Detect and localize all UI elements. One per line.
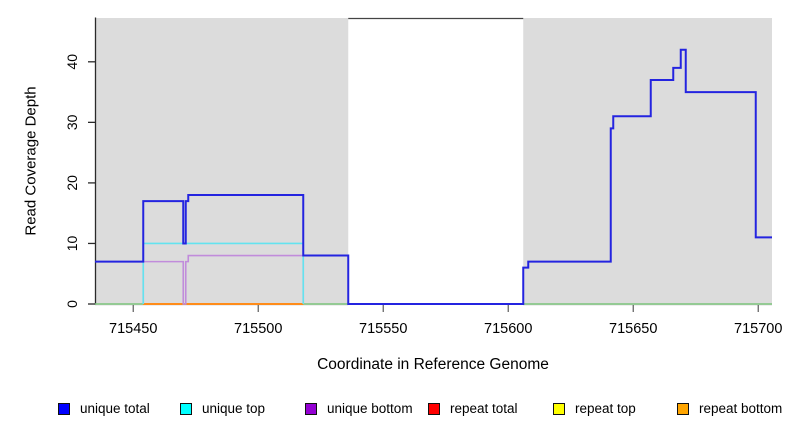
legend-label: repeat total [450, 401, 518, 416]
legend-item-repeat-total: repeat total [428, 401, 518, 416]
legend-label: repeat top [575, 401, 636, 416]
legend-item-repeat-bottom: repeat bottom [677, 401, 782, 416]
legend-swatch-icon [58, 402, 70, 415]
y-tick-label: 10 [64, 235, 80, 251]
legend-item-unique-top: unique top [180, 401, 265, 416]
masked-region [523, 18, 772, 306]
series-line-unique-bottom [142, 254, 305, 305]
y-tick-label: 40 [64, 54, 80, 70]
legend-item-unique-total: unique total [58, 401, 150, 416]
legend-label: repeat bottom [699, 401, 783, 416]
y-tick-label: 20 [64, 175, 80, 191]
series-line-unique-total [95, 48, 772, 305]
legend-swatch-icon [180, 402, 192, 415]
y-tick-label: 30 [64, 114, 80, 130]
legend: unique total unique top unique bottom repea… [0, 401, 792, 425]
legend-swatch-icon [305, 402, 317, 415]
series-line-unique-top [142, 242, 305, 304]
legend-label: unique top [202, 401, 266, 416]
x-tick-label: 715650 [609, 321, 657, 337]
y-axis-title: Read Coverage Depth [22, 86, 40, 236]
x-tick-label: 715450 [109, 321, 157, 337]
x-tick-label: 715700 [734, 321, 782, 337]
legend-swatch-icon [428, 402, 440, 415]
masked-region [95, 18, 349, 306]
legend-label: unique total [80, 401, 150, 416]
x-tick-label: 715600 [484, 321, 532, 337]
x-tick-label: 715550 [359, 321, 407, 337]
x-tick-label: 715500 [234, 321, 282, 337]
legend-item-unique-bottom: unique bottom [305, 401, 413, 416]
legend-swatch-icon [553, 402, 565, 415]
legend-swatch-icon [677, 402, 689, 415]
legend-item-repeat-top: repeat top [553, 401, 636, 416]
x-axis-title: Coordinate in Reference Genome [317, 356, 549, 373]
legend-label: unique bottom [327, 401, 413, 416]
y-tick-label: 0 [64, 300, 80, 308]
